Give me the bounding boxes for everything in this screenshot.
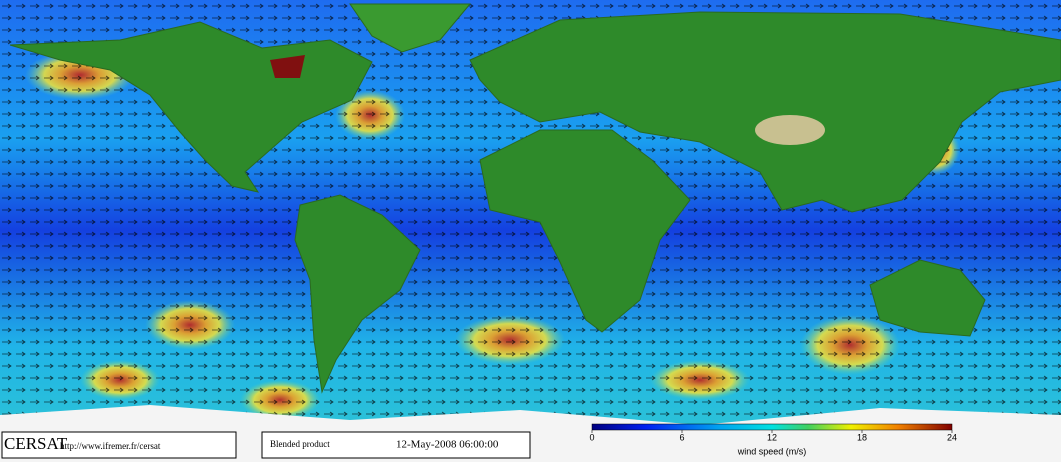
colorbar-tick-label: 0: [589, 432, 594, 442]
source-box: [1, 431, 237, 459]
product-box: [261, 431, 531, 459]
colorbar-tick-label: 12: [767, 432, 777, 442]
colorbar-tick-label: 24: [947, 432, 957, 442]
footer: CERSAT http://www.ifremer.fr/cersat Blen…: [1, 431, 531, 459]
product: Blended product: [270, 439, 330, 449]
colorbar: wind speed (m/s) 0 6 12 18 24: [589, 423, 957, 456]
colorbar-label: wind speed (m/s): [737, 446, 807, 456]
colorbar-tick-label: 18: [857, 432, 867, 442]
url: http://www.ifremer.fr/cersat: [60, 441, 161, 451]
date: 12-May-2008 06:00:00: [396, 439, 499, 451]
colorbar-tick-label: 6: [679, 432, 684, 442]
source: CERSAT: [4, 434, 68, 453]
colorbar-ramp: [591, 423, 953, 431]
land: [9, 3, 1061, 394]
